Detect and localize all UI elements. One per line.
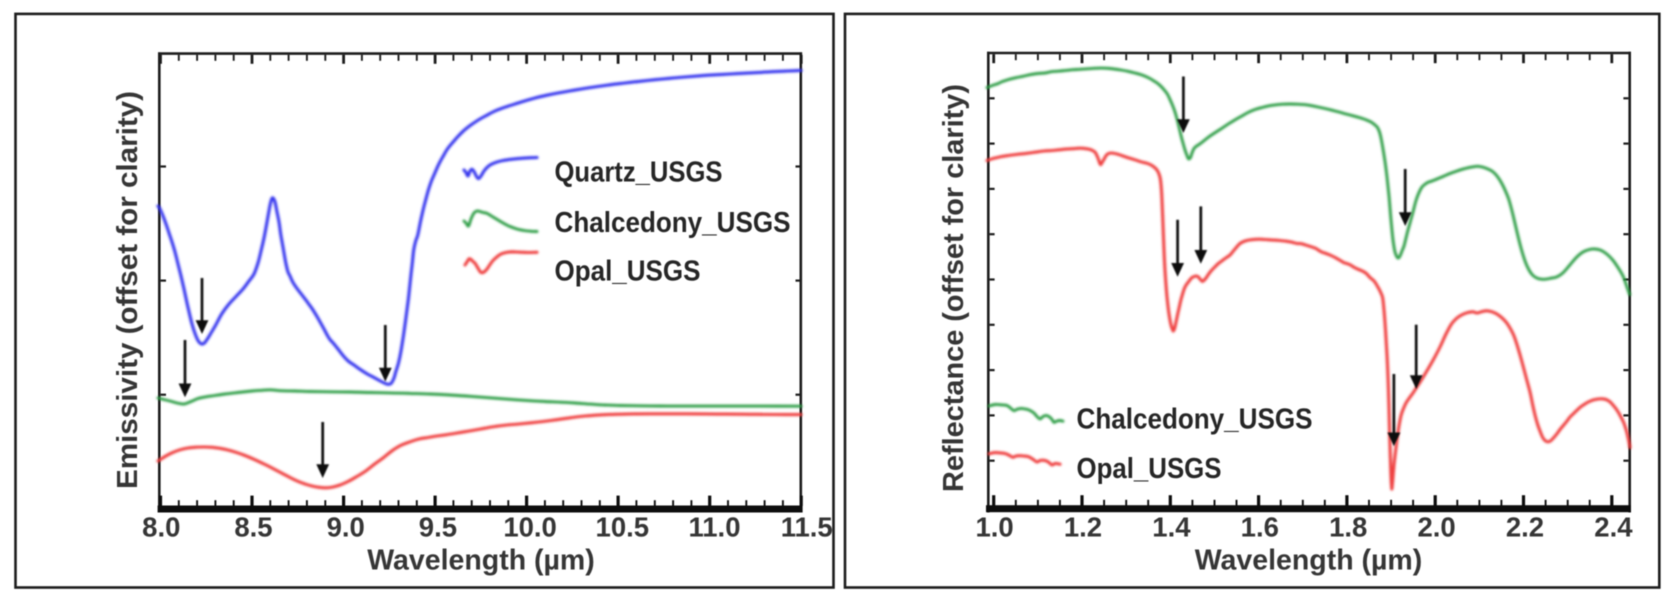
svg-text:Wavelength (µm): Wavelength (µm) [367, 545, 595, 577]
svg-text:9.5: 9.5 [419, 512, 457, 543]
svg-text:Reflectance (offset for clarit: Reflectance (offset for clarity) [938, 84, 970, 492]
svg-text:11.5: 11.5 [781, 512, 833, 543]
svg-text:Emissivity (offset for clarity: Emissivity (offset for clarity) [112, 91, 144, 489]
svg-text:Chalcedony_USGS: Chalcedony_USGS [1077, 404, 1313, 436]
svg-text:10.5: 10.5 [596, 512, 650, 543]
svg-text:Opal_USGS: Opal_USGS [1077, 453, 1222, 485]
svg-text:Wavelength (µm): Wavelength (µm) [1195, 545, 1423, 577]
svg-text:8.5: 8.5 [234, 512, 272, 543]
svg-text:2.0: 2.0 [1417, 512, 1455, 543]
svg-text:1.8: 1.8 [1329, 512, 1367, 543]
svg-text:10.0: 10.0 [503, 512, 557, 543]
svg-text:9.0: 9.0 [327, 512, 365, 543]
svg-text:8.0: 8.0 [142, 512, 180, 543]
svg-text:11.0: 11.0 [688, 512, 740, 543]
svg-text:1.0: 1.0 [975, 512, 1013, 543]
svg-text:2.4: 2.4 [1594, 512, 1633, 543]
svg-text:Opal_USGS: Opal_USGS [555, 255, 701, 287]
svg-text:Quartz_USGS: Quartz_USGS [555, 157, 723, 189]
svg-text:1.2: 1.2 [1064, 512, 1102, 543]
svg-text:1.4: 1.4 [1152, 512, 1191, 543]
svg-text:2.2: 2.2 [1506, 512, 1544, 543]
svg-text:1.6: 1.6 [1241, 512, 1279, 543]
svg-text:Chalcedony_USGS: Chalcedony_USGS [555, 207, 791, 239]
